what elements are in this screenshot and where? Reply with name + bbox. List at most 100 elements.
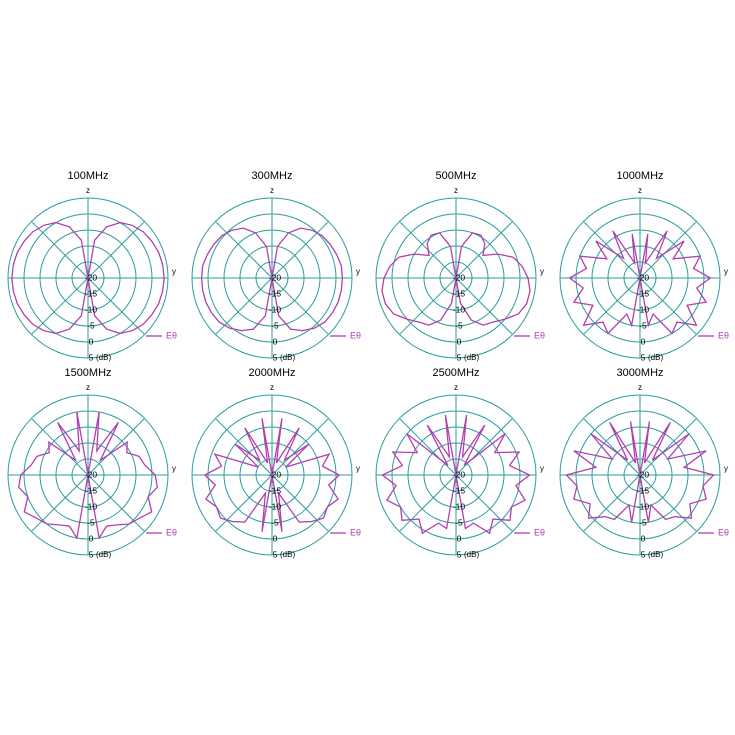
r-tick-label: -20 (637, 272, 650, 282)
legend-label: Eθ (166, 527, 177, 537)
r-tick-label: -15 (269, 288, 282, 298)
r-tick-label: 0 (457, 533, 462, 543)
z-axis-label: z (638, 186, 642, 195)
chart-title: 1500MHz (64, 367, 111, 379)
chart-title: 2500MHz (432, 367, 479, 379)
legend-label: Eθ (534, 527, 545, 537)
r-tick-label: 0 (273, 336, 278, 346)
r-tick-label: -10 (453, 501, 466, 511)
r-tick-label: 0 (641, 533, 646, 543)
pattern-line (381, 415, 531, 535)
r-tick-label: -10 (637, 501, 650, 511)
r-unit-label: (dB) (96, 550, 111, 559)
y-axis-label: y (540, 267, 544, 276)
polar-chart: 2000MHz z y Eθ -20 -15 -10 -5 0 5 (dB) (191, 367, 361, 559)
chart-title: 1000MHz (616, 170, 663, 182)
r-tick-label: 0 (89, 533, 94, 543)
r-tick-label: -20 (269, 272, 282, 282)
r-unit-label: (dB) (96, 353, 111, 362)
pattern-line (17, 411, 159, 540)
polar-chart: 2500MHz z y Eθ -20 -15 -10 -5 0 5 (dB) (375, 367, 545, 559)
r-tick-label: -20 (453, 272, 466, 282)
legend-label: Eθ (166, 330, 177, 340)
r-tick-label: 5 (457, 549, 462, 559)
r-tick-label: -5 (271, 517, 279, 527)
polar-chart: 1500MHz z y Eθ -20 -15 -10 -5 0 5 (dB) (7, 367, 177, 559)
chart-title: 500MHz (436, 170, 477, 182)
z-axis-label: z (638, 383, 642, 392)
polar-chart: 500MHz z y Eθ -20 -15 -10 -5 0 5 (dB) (375, 170, 545, 362)
r-tick-label: 5 (273, 549, 278, 559)
y-axis-label: y (724, 464, 728, 473)
r-tick-label: 5 (273, 352, 278, 362)
y-axis-label: y (540, 464, 544, 473)
r-tick-label: -20 (637, 469, 650, 479)
y-axis-label: y (724, 267, 728, 276)
z-axis-label: z (86, 383, 90, 392)
r-tick-label: -10 (269, 501, 282, 511)
z-axis-label: z (270, 186, 274, 195)
r-unit-label: (dB) (648, 550, 663, 559)
r-tick-label: -20 (85, 272, 98, 282)
z-axis-label: z (454, 186, 458, 195)
polar-chart: 300MHz z y Eθ -20 -15 -10 -5 0 5 (dB) (191, 170, 361, 362)
r-tick-label: 5 (457, 352, 462, 362)
r-tick-label: 0 (273, 533, 278, 543)
r-tick-label: -10 (637, 304, 650, 314)
y-axis-label: y (172, 267, 176, 276)
r-unit-label: (dB) (280, 550, 295, 559)
r-tick-label: 5 (89, 549, 94, 559)
z-axis-label: z (270, 383, 274, 392)
r-tick-label: -10 (269, 304, 282, 314)
chart-title: 300MHz (252, 170, 293, 182)
polar-chart: 100MHz z y Eθ -20 -15 -10 -5 0 5 (dB) (7, 170, 177, 362)
r-unit-label: (dB) (648, 353, 663, 362)
legend-label: Eθ (350, 527, 361, 537)
r-tick-label: -5 (271, 320, 279, 330)
r-tick-label: 0 (89, 336, 94, 346)
r-unit-label: (dB) (280, 353, 295, 362)
polar-chart: 1000MHz z y Eθ -20 -15 -10 -5 0 5 (dB) (559, 170, 729, 362)
legend-label: Eθ (718, 330, 729, 340)
r-tick-label: -5 (639, 517, 647, 527)
y-axis-label: y (356, 464, 360, 473)
r-tick-label: -20 (85, 469, 98, 479)
r-tick-label: -20 (453, 469, 466, 479)
r-tick-label: -15 (85, 485, 98, 495)
chart-title: 100MHz (68, 170, 109, 182)
polar-chart: 3000MHz z y Eθ -20 -15 -10 -5 0 5 (dB) (559, 367, 729, 559)
r-tick-label: 5 (89, 352, 94, 362)
z-axis-label: z (86, 186, 90, 195)
chart-title: 3000MHz (616, 367, 663, 379)
r-tick-label: -10 (85, 501, 98, 511)
legend-label: Eθ (534, 330, 545, 340)
r-tick-label: -5 (87, 517, 95, 527)
pattern-line (381, 232, 531, 326)
y-axis-label: y (172, 464, 176, 473)
r-tick-label: -15 (637, 485, 650, 495)
r-tick-label: -5 (455, 320, 463, 330)
y-axis-label: y (356, 267, 360, 276)
r-tick-label: 0 (641, 336, 646, 346)
r-tick-label: -15 (85, 288, 98, 298)
r-tick-label: -10 (85, 304, 98, 314)
pattern-line (200, 227, 344, 332)
r-unit-label: (dB) (464, 353, 479, 362)
r-tick-label: 5 (641, 352, 646, 362)
r-tick-label: 5 (641, 549, 646, 559)
r-tick-label: -20 (269, 469, 282, 479)
pattern-line (565, 421, 715, 523)
pattern-line (203, 418, 341, 532)
legend-label: Eθ (718, 527, 729, 537)
r-tick-label: -15 (269, 485, 282, 495)
z-axis-label: z (454, 383, 458, 392)
r-unit-label: (dB) (464, 550, 479, 559)
r-tick-label: -5 (639, 320, 647, 330)
r-tick-label: 0 (457, 336, 462, 346)
r-tick-label: -15 (637, 288, 650, 298)
pattern-line (11, 221, 165, 335)
r-tick-label: -15 (453, 288, 466, 298)
r-tick-label: -10 (453, 304, 466, 314)
r-tick-label: -5 (455, 517, 463, 527)
